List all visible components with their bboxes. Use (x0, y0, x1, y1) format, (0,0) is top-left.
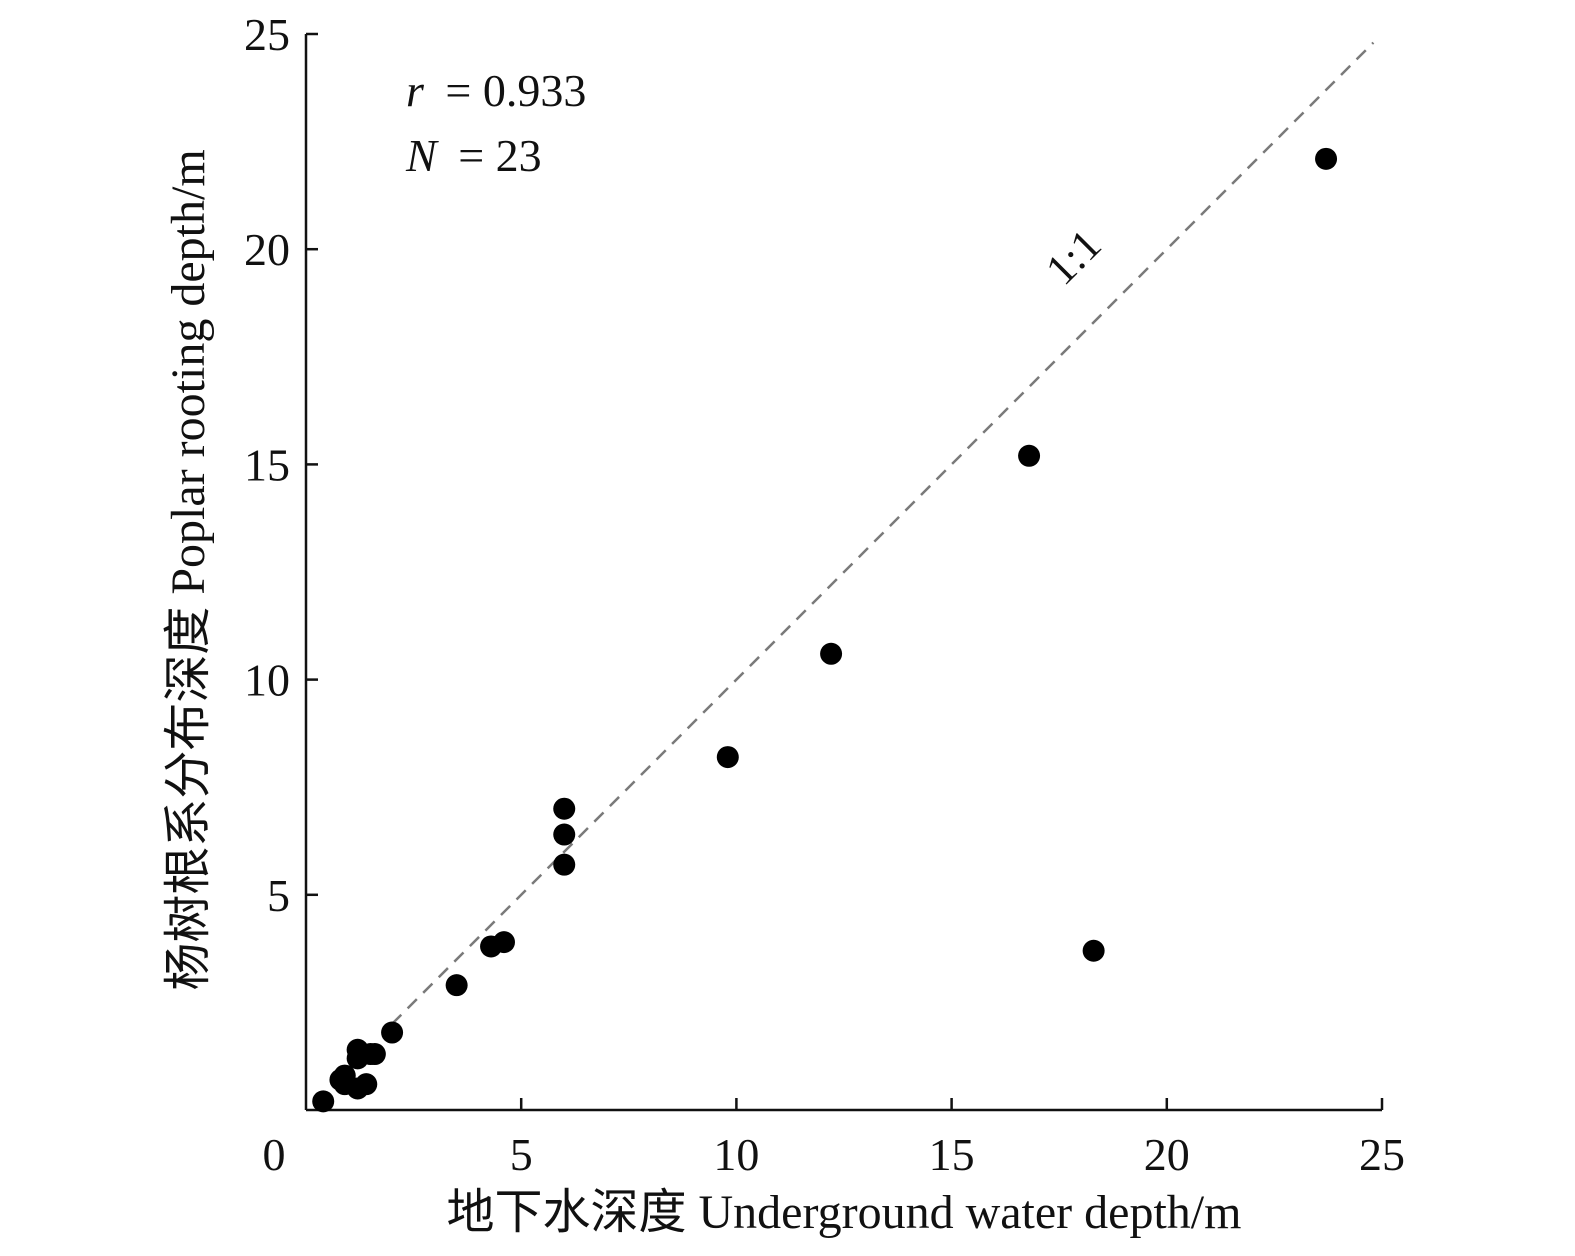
one-to-one-reference-line (391, 41, 1375, 1025)
data-points (312, 147, 1338, 1113)
x-axis-title: 地下水深度 Underground water depth/m (447, 1186, 1242, 1239)
data-point (553, 853, 576, 876)
y-tick-label: 25 (244, 9, 290, 60)
y-axis-title: 杨树根系分布深度 Poplar rooting depth/m (162, 149, 215, 990)
data-point (1018, 444, 1041, 467)
x-tick-label: 0 (263, 1129, 286, 1180)
x-tick-label: 5 (510, 1129, 533, 1180)
data-point (333, 1064, 356, 1087)
r-symbol: r (406, 65, 425, 116)
n-value: = 23 (458, 130, 541, 181)
x-tick-label: 15 (929, 1129, 975, 1180)
data-point (445, 974, 468, 997)
reference-line-label: 1:1 (1036, 220, 1110, 294)
data-point (312, 1090, 335, 1113)
x-ticks: 0 5 10 15 20 25 (263, 1098, 1405, 1180)
data-point (381, 1021, 404, 1044)
n-symbol: N (405, 130, 439, 181)
y-tick-label: 15 (244, 439, 290, 490)
y-tick-label: 20 (244, 224, 290, 275)
data-point (1315, 147, 1338, 170)
sample-size-annotation: N = 23 (405, 130, 542, 181)
data-point (716, 746, 739, 769)
correlation-annotation: r = 0.933 (406, 65, 586, 116)
data-point (553, 823, 576, 846)
data-point (363, 1043, 386, 1066)
y-ticks: 5 10 15 20 25 (244, 9, 318, 921)
y-tick-label: 10 (244, 655, 290, 706)
axes (304, 34, 1382, 1112)
x-tick-label: 20 (1144, 1129, 1190, 1180)
data-point (553, 797, 576, 820)
data-point (1082, 939, 1105, 962)
data-point (355, 1073, 378, 1096)
x-tick-label: 10 (713, 1129, 759, 1180)
data-point (820, 642, 843, 665)
r-value: = 0.933 (445, 65, 586, 116)
x-tick-label: 25 (1359, 1129, 1405, 1180)
data-point (492, 931, 515, 954)
y-tick-label: 5 (267, 870, 290, 921)
